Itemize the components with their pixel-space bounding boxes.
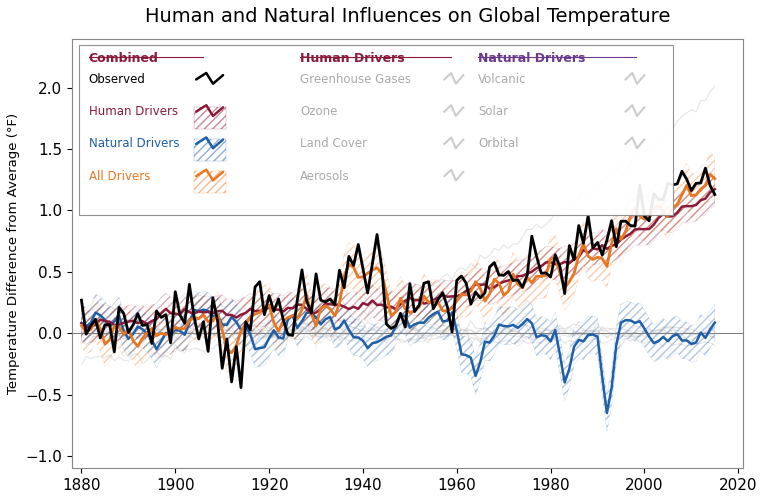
Text: Land Cover: Land Cover: [300, 138, 367, 150]
Text: Human Drivers: Human Drivers: [300, 52, 405, 64]
Text: Ozone: Ozone: [300, 105, 337, 118]
Text: Combined: Combined: [89, 52, 159, 64]
Text: All Drivers: All Drivers: [89, 170, 150, 182]
Text: Human Drivers: Human Drivers: [89, 105, 178, 118]
Text: Solar: Solar: [478, 105, 508, 118]
Text: Natural Drivers: Natural Drivers: [89, 138, 179, 150]
Text: Natural Drivers: Natural Drivers: [478, 52, 585, 64]
Bar: [194, 171, 226, 194]
Title: Human and Natural Influences on Global Temperature: Human and Natural Influences on Global T…: [145, 7, 670, 26]
Text: Greenhouse Gases: Greenhouse Gases: [300, 73, 412, 86]
Bar: [194, 106, 226, 129]
Text: Orbital: Orbital: [478, 138, 519, 150]
FancyBboxPatch shape: [79, 45, 672, 215]
Bar: [194, 138, 226, 161]
Y-axis label: Temperature Difference from Average (°F): Temperature Difference from Average (°F): [7, 113, 20, 394]
Text: Observed: Observed: [89, 73, 146, 86]
Text: Aerosols: Aerosols: [300, 170, 350, 182]
Text: Volcanic: Volcanic: [478, 73, 526, 86]
